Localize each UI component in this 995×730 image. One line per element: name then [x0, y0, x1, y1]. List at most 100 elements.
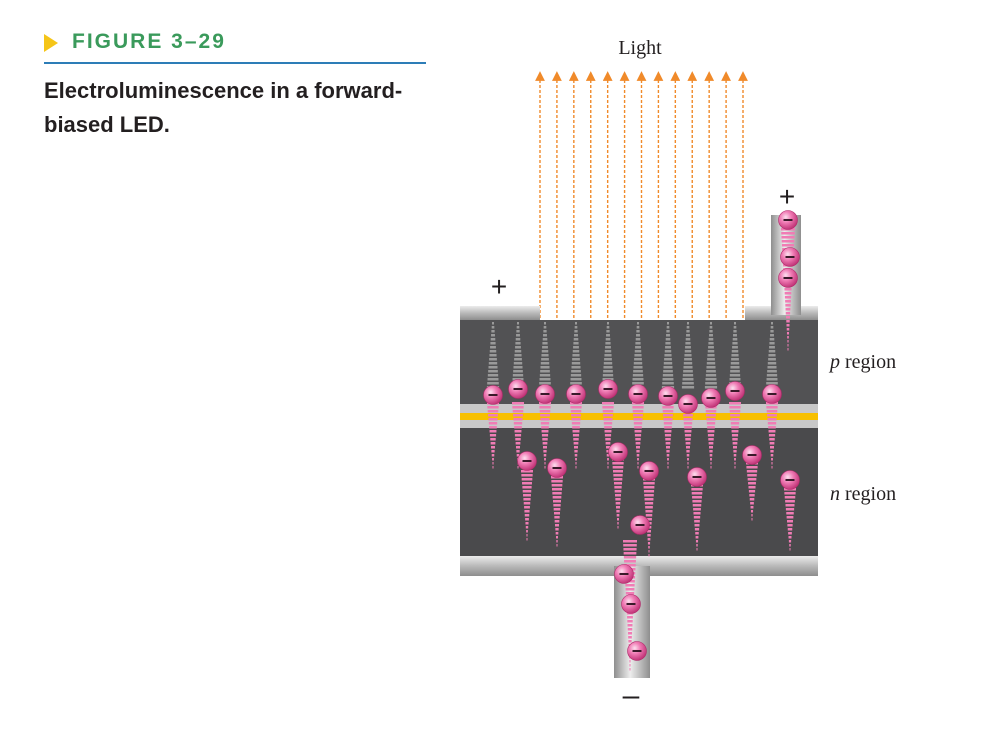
minus-sign-icon — [785, 479, 795, 481]
electron-trail-segment — [632, 406, 644, 409]
hole-trail-segment — [636, 330, 640, 333]
minus-sign-icon — [522, 460, 532, 462]
electron — [508, 379, 528, 399]
electron-trail-segment — [543, 450, 547, 453]
hole-trail-segment — [767, 366, 777, 369]
electron-trail-segment — [555, 524, 559, 527]
hole-trail-segment — [574, 330, 578, 333]
hole-trail-segment — [768, 354, 776, 357]
electron-trail-segment — [604, 434, 612, 437]
electron-trail-segment — [522, 486, 532, 489]
hole-trail-segment — [571, 362, 581, 365]
hole-trail-segment — [663, 370, 673, 373]
electron-trail-segment — [634, 434, 642, 437]
minus-sign-icon — [513, 388, 523, 390]
electron-trail-segment — [781, 244, 795, 247]
electron-trail-segment — [710, 462, 712, 465]
hole-trail-segment — [633, 366, 643, 369]
electron-trail-segment — [686, 450, 690, 453]
hole-trail-segment — [490, 346, 496, 349]
minus-sign-icon — [488, 394, 498, 396]
electron-trail-segment — [512, 402, 524, 405]
hole-trail-segment — [766, 382, 778, 385]
minus-sign-icon — [613, 451, 623, 453]
electron-trail-segment — [489, 430, 497, 433]
hole-trail-segment — [516, 334, 520, 337]
minus-sign-icon — [633, 393, 643, 395]
electron-trail-segment — [616, 510, 620, 513]
hole-trail-segment — [637, 322, 639, 325]
electron-trail-segment — [514, 426, 522, 429]
electron-trail-segment — [647, 542, 651, 545]
electron-trail-segment — [748, 490, 756, 493]
electron-trail-segment — [786, 316, 790, 319]
electron-trail-segment — [542, 442, 548, 445]
electron-trail-segment — [730, 422, 740, 425]
light-rays — [535, 71, 748, 318]
hole-trail-segment — [606, 330, 610, 333]
electron-trail-segment — [645, 506, 653, 509]
hole-trail-segment — [770, 330, 774, 333]
hole-trail-segment — [636, 326, 640, 329]
electron-trail-segment — [692, 504, 702, 507]
hole-trail-segment — [515, 342, 521, 345]
hole-trail-segment — [571, 366, 581, 369]
hole-trail-segment — [572, 358, 580, 361]
electron-trail-segment — [614, 486, 622, 489]
hole-trail-segment — [512, 374, 524, 377]
electron-trail-segment — [666, 446, 670, 449]
electron-trail-segment — [627, 628, 633, 631]
electron — [535, 384, 555, 404]
electron-trail-segment — [643, 486, 655, 489]
electron-trail-segment — [708, 438, 714, 441]
electron-trail-segment — [606, 450, 610, 453]
electron-trail-segment — [613, 478, 623, 481]
hole-trail-segment — [603, 370, 613, 373]
triangle-marker-icon — [44, 34, 58, 52]
electron-trail-segment — [709, 450, 713, 453]
electron-trail-segment — [523, 502, 531, 505]
electron-trail-segment — [787, 344, 789, 347]
hole-trail-segment — [574, 326, 578, 329]
electron-trail-segment — [556, 540, 558, 543]
electron-trail-segment — [664, 426, 672, 429]
electron-trail-segment — [634, 430, 642, 433]
hole-trail-segment — [572, 350, 580, 353]
hole-trail-segment — [541, 354, 549, 357]
hole-trail-segment — [513, 362, 523, 365]
electron-trail-segment — [607, 466, 609, 469]
electron — [687, 467, 707, 487]
electron-trail-segment — [514, 430, 522, 433]
hole-trail-segment — [768, 350, 776, 353]
hole-trail-segment — [635, 338, 641, 341]
electron-trail-segment — [683, 422, 693, 425]
n-region-label: n region — [830, 483, 896, 505]
electron-trail-segment — [687, 458, 689, 461]
minus-sign-icon — [632, 650, 642, 652]
hole-trail-segment — [770, 326, 774, 329]
electron-trail-segment — [710, 458, 712, 461]
electron-trail-segment — [517, 466, 519, 469]
hole-trail-segment — [605, 338, 611, 341]
electron-trail-segment — [516, 446, 520, 449]
electron-trail-segment — [785, 308, 791, 311]
electron-trail-segment — [646, 518, 652, 521]
electron-trail-segment — [781, 236, 795, 239]
electron-trail-segment — [695, 532, 699, 535]
hole-trail-segment — [730, 366, 740, 369]
electron-trail-segment — [629, 668, 631, 671]
electron-trail-segment — [516, 454, 520, 457]
hole-trail-segment — [517, 322, 519, 325]
hole-trail-segment — [681, 386, 695, 389]
electron-trail-segment — [708, 442, 714, 445]
electron-trail-segment — [666, 454, 670, 457]
electron-trail-segment — [624, 564, 636, 567]
electron-trail-segment — [734, 462, 736, 465]
electron — [762, 384, 782, 404]
hole-trail-segment — [663, 362, 673, 365]
electron — [780, 247, 800, 267]
hole-trail-segment — [766, 378, 778, 381]
electron-trail-segment — [750, 502, 754, 505]
minus-sign-icon — [619, 573, 629, 575]
electron-trail-segment — [786, 512, 794, 515]
